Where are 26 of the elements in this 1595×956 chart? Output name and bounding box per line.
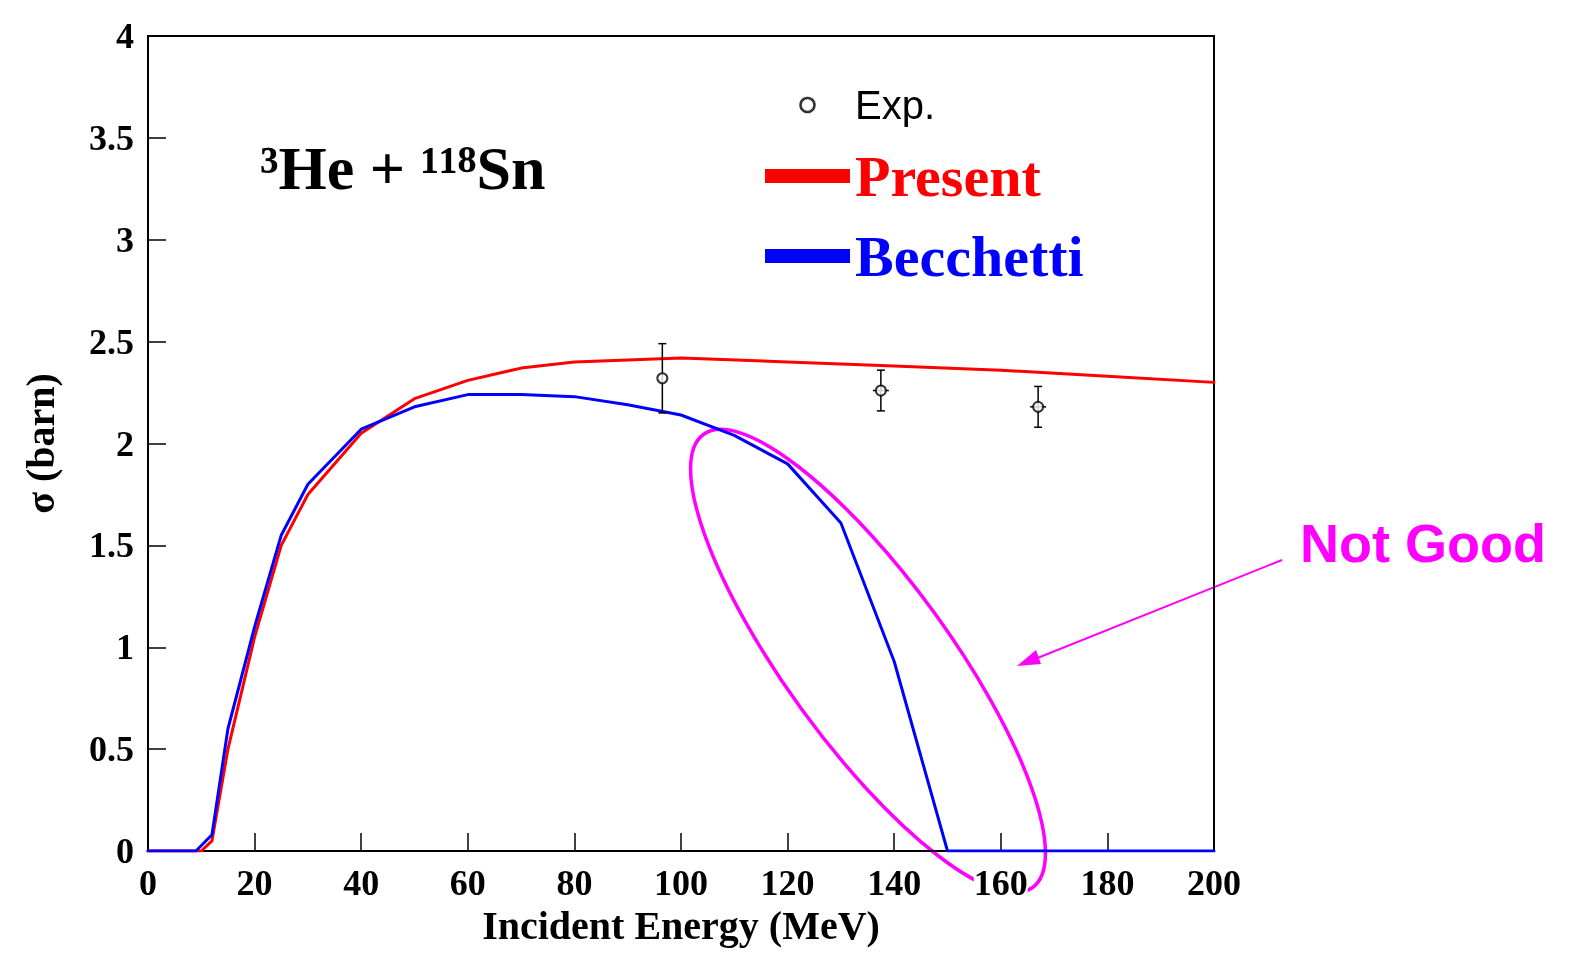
x-tick-label: 40 [343,863,380,903]
legend-label: Exp. [855,83,936,127]
text: ³He + ¹¹⁸Sn [260,134,546,202]
legend-label: Present [855,143,1042,209]
y-tick-label: 1 [116,627,134,668]
legend-label: Becchetti [855,223,1084,289]
x-tick-label: 100 [654,863,708,903]
x-tick-label: 160 [973,863,1028,903]
y-tick-label: 3 [116,219,134,260]
y-tick-label: 0 [116,831,134,871]
x-tick-label: 80 [556,863,593,903]
y-tick-label: 0.5 [89,729,134,770]
x-tick-label: 200 [1187,863,1241,903]
y-axis-title: σ (barn) [17,373,63,514]
x-tick-label: 180 [1080,863,1135,903]
x-tick-label: 140 [867,863,922,903]
y-tick-label: 2 [116,423,134,464]
x-tick-label: 120 [760,863,815,903]
y-tick-label: 1.5 [89,525,134,566]
y-tick-label: 3.5 [89,117,134,158]
y-tick-label: 4 [116,16,134,56]
x-axis-title: Incident Energy (MeV) [482,903,880,949]
x-tick-label: 20 [236,863,273,903]
x-tick-label: 60 [449,863,486,903]
y-tick-label: 2.5 [89,321,134,362]
text: Not Good [1300,512,1546,574]
